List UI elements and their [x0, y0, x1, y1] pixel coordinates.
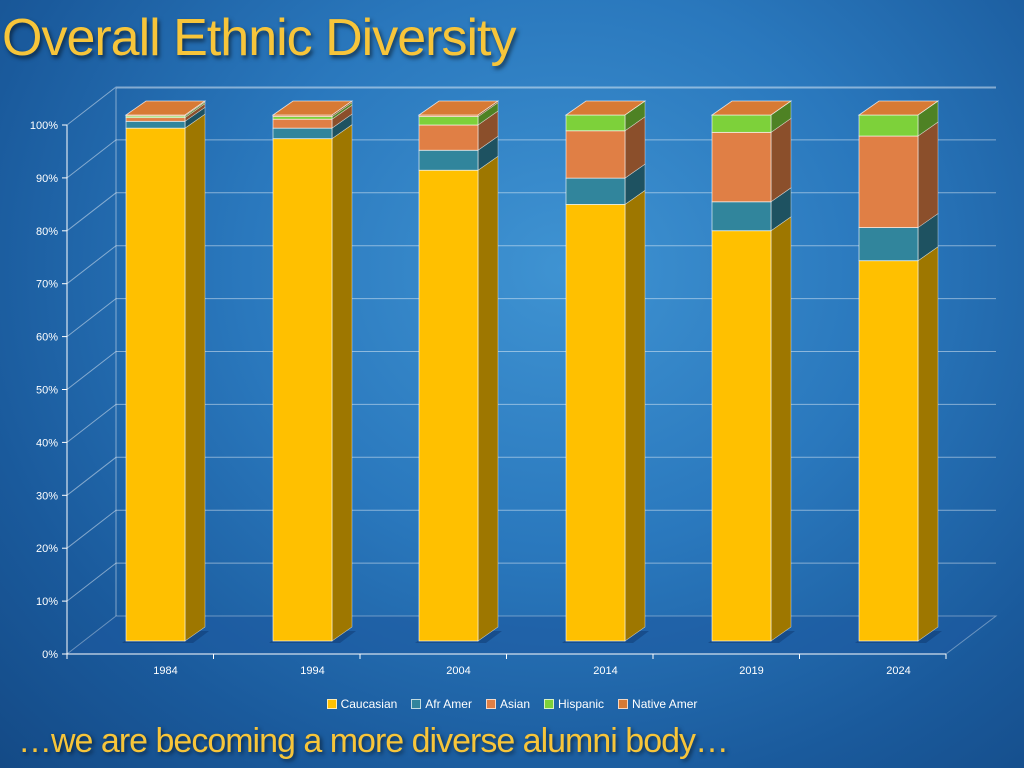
bar-segment: [565, 204, 626, 642]
y-tick-label: 100%: [30, 120, 58, 132]
x-tick-label: 1984: [153, 665, 177, 677]
bar-segment: [418, 149, 479, 171]
bar-segment: [125, 117, 186, 122]
legend-label: Caucasian: [340, 697, 398, 711]
bar-segment: [711, 201, 772, 232]
bar-segment: [418, 124, 479, 151]
y-tick-label: 20%: [36, 543, 58, 555]
legend-swatch: [544, 699, 555, 709]
bar-segment-side: [917, 246, 939, 642]
legend-swatch: [618, 699, 629, 709]
y-axis: 0% 10% 20% 30% 40% 50% 60% 70% 80% 90% 100%: [30, 120, 68, 661]
x-axis: 1984 1994 2004 2014 2019 2024: [66, 653, 947, 677]
bar-segment: [565, 177, 626, 205]
bar-segment: [858, 260, 919, 642]
legend-swatch: [485, 699, 496, 709]
y-tick-label: 30%: [36, 490, 58, 502]
bar-stack: [562, 100, 649, 643]
bar-top-cap: [124, 100, 207, 116]
bar-segment-side: [917, 121, 939, 229]
gridline: [66, 562, 996, 602]
gridline: [66, 403, 996, 443]
gridline: [66, 192, 996, 232]
y-tick-label: 50%: [36, 385, 58, 397]
chart-bars: [122, 100, 942, 643]
y-tick-label: 70%: [36, 279, 58, 291]
chart-walls: [65, 87, 998, 655]
slide-title: Overall Ethnic Diversity: [2, 9, 516, 67]
bar-segment: [272, 127, 333, 140]
bar-segment: [272, 138, 333, 642]
bar-segment: [272, 118, 333, 129]
gridline: [66, 298, 996, 337]
legend-item: Asian: [485, 697, 531, 711]
bar-segment-side: [770, 216, 792, 642]
bar-segment-side: [184, 113, 206, 642]
gridline: [66, 509, 996, 549]
x-tick-label: 2024: [886, 665, 910, 677]
gridline: [66, 245, 996, 285]
x-tick-label: 2004: [446, 665, 470, 677]
legend-item: Caucasian: [326, 697, 398, 711]
y-tick-label: 80%: [36, 226, 58, 238]
y-tick-label: 60%: [36, 332, 58, 344]
chart-gridlines: [66, 86, 996, 602]
x-tick-label: 1994: [300, 665, 324, 677]
legend-swatch: [411, 699, 422, 709]
bar-segment: [418, 116, 479, 126]
bar-stack: [122, 100, 209, 643]
bar-segment: [565, 114, 626, 132]
y-tick-label: 10%: [36, 596, 58, 608]
bar-segment: [565, 130, 626, 179]
bar-segment: [858, 227, 919, 262]
legend-item: Native Amer: [618, 697, 697, 711]
bar-segment-side: [624, 189, 646, 642]
slide-subtitle: …we are becoming a more diverse alumni b…: [18, 722, 729, 760]
bar-top-cap: [710, 100, 793, 116]
bar-segment-side: [770, 117, 792, 203]
y-tick-label: 0%: [42, 649, 58, 661]
legend-label: Afr Amer: [425, 697, 472, 711]
gridline: [66, 351, 996, 390]
gridline: [66, 139, 996, 179]
bar-segment: [418, 169, 479, 642]
bar-segment: [711, 114, 772, 133]
bar-segment-side: [477, 155, 499, 642]
chart-legend: Caucasian Afr Amer Asian Hispanic Native Ame…: [0, 697, 1024, 711]
bar-segment: [711, 230, 772, 642]
bar-stack: [269, 100, 356, 643]
bar-top-cap: [857, 100, 940, 116]
gridline: [66, 86, 996, 126]
bar-segment-side: [331, 124, 353, 642]
bar-segment: [858, 135, 919, 228]
bar-stack: [855, 100, 942, 643]
bar-segment: [125, 127, 186, 642]
bar-segment: [858, 114, 919, 137]
bar-stack: [708, 100, 795, 643]
bar-segment: [711, 131, 772, 203]
bar-top-cap: [417, 100, 500, 116]
legend-label: Asian: [499, 697, 531, 711]
chart-floor: [65, 615, 998, 655]
legend-label: Hispanic: [558, 697, 605, 711]
x-tick-label: 2019: [739, 665, 763, 677]
bar-top-cap: [271, 100, 354, 116]
gridline: [66, 456, 996, 496]
bar-top-cap: [564, 100, 647, 116]
y-tick-label: 40%: [36, 437, 58, 449]
bar-stack: [415, 100, 502, 643]
x-tick-label: 2014: [593, 665, 617, 677]
bar-segment: [125, 120, 186, 129]
y-tick-label: 90%: [36, 173, 58, 185]
legend-item: Hispanic: [544, 697, 604, 711]
legend-item: Afr Amer: [411, 697, 472, 711]
legend-swatch: [326, 699, 337, 709]
legend-label: Native Amer: [632, 697, 698, 711]
